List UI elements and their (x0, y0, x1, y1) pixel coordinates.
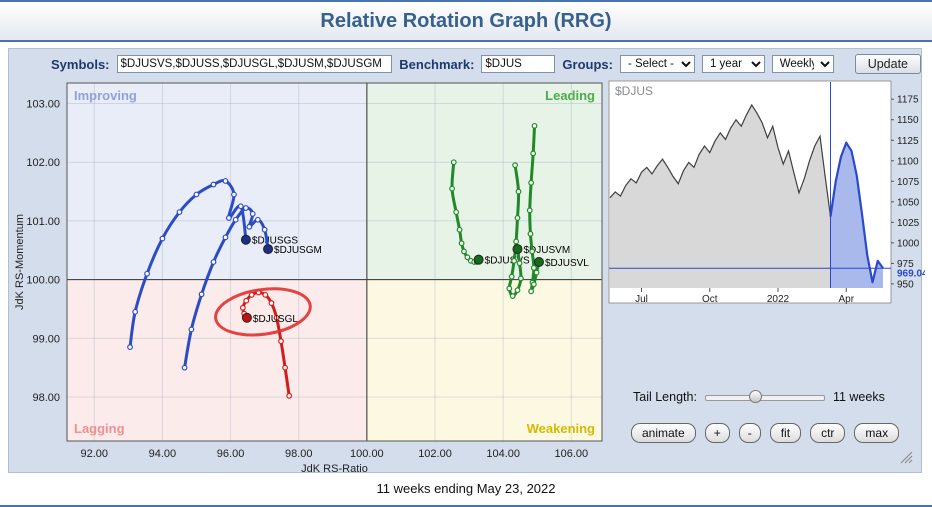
groups-select[interactable]: - Select - (619, 55, 695, 73)
tail-head-dot[interactable] (512, 244, 523, 255)
fit-button[interactable]: fit (769, 423, 802, 443)
y-tick-label: 100.00 (26, 275, 60, 287)
tail-head-dot[interactable] (240, 234, 251, 245)
benchmark-input[interactable] (481, 55, 556, 73)
last-price-label: 969.04 (897, 268, 925, 279)
quadrant-label-improving: Improving (74, 88, 137, 103)
y-tick-label: 102.00 (26, 157, 60, 169)
rrg-app-panel: Symbols: Benchmark: Groups: - Select - 1… (8, 48, 925, 473)
price-y-tick-label: 1175 (897, 95, 919, 106)
slider-thumb[interactable] (748, 390, 762, 403)
y-tick-label: 99.00 (32, 333, 60, 345)
price-area (610, 104, 883, 288)
price-y-tick-label: 1150 (897, 115, 919, 126)
price-y-tick-label: 950 (897, 279, 914, 290)
tail-head-dot[interactable] (473, 254, 484, 265)
y-tick-label: 103.00 (26, 99, 60, 111)
chart-buttons: animate + - fit ctr max (631, 423, 900, 443)
zoom-out-button[interactable]: - (738, 423, 761, 443)
benchmark-label: Benchmark: (399, 56, 475, 72)
rrg-chart: Improving Leading Lagging Weakening 92.00 94.… (14, 82, 603, 473)
tail-length-slider[interactable] (704, 389, 825, 405)
price-y-tick-label: 975 (897, 259, 914, 270)
price-y-tick-label: 1050 (897, 197, 920, 208)
period-select[interactable]: 1 year (701, 55, 765, 73)
tail-length-value: 11 weeks (832, 390, 885, 404)
rrg-tail-$DJUSVS[interactable]: $DJUSVS (449, 159, 530, 267)
symbol-label: $DJUSVS (485, 256, 530, 267)
symbol-label: $DJUSGM (274, 245, 322, 256)
quadrant-lagging (67, 279, 367, 441)
rrg-tail-$DJUSVL[interactable]: $DJUSVL (526, 122, 589, 295)
tail-length-control: Tail Length: 11 weeks (633, 389, 885, 405)
maximize-button[interactable]: max (854, 423, 900, 443)
price-x-tick-label: 2022 (767, 294, 790, 305)
tail-head-dot[interactable] (241, 312, 252, 323)
zoom-in-button[interactable]: + (704, 423, 730, 443)
x-tick-label: 106.00 (555, 448, 589, 460)
y-tick-label: 98.00 (32, 392, 60, 404)
rrg-tail-$DJUSVM[interactable]: $DJUSVM (506, 162, 570, 299)
quadrant-label-leading: Leading (545, 88, 595, 103)
quadrant-weakening (366, 279, 602, 441)
benchmark-symbol-label: $DJUS (615, 84, 653, 98)
x-tick-label: 94.00 (149, 448, 177, 460)
tail-head-dot[interactable] (263, 244, 274, 255)
x-tick-label: 96.00 (217, 448, 245, 460)
rrg-tail-$DJUSGM[interactable]: $DJUSGM (181, 205, 322, 371)
slider-track[interactable] (704, 395, 825, 401)
footer-caption: 11 weeks ending May 23, 2022 (376, 481, 556, 496)
symbol-label: $DJUSGL (253, 314, 298, 325)
resize-grip[interactable] (899, 450, 913, 464)
x-tick-label: 100.00 (350, 448, 384, 460)
rrg-tail-$DJUSGL[interactable]: $DJUSGL (239, 289, 299, 399)
y-tick-label: 101.00 (26, 216, 60, 228)
tail-window-area (830, 142, 883, 288)
benchmark-price-chart: 950 975 1000 1025 1050 1075 1100 1125 1150 1175 96… (608, 80, 925, 305)
quadrant-leading (366, 83, 602, 280)
symbol-label: $DJUSVM (523, 245, 570, 256)
price-y-tick-label: 1125 (897, 136, 919, 147)
update-button[interactable]: Update (854, 54, 921, 74)
price-x-tick-label: Oct (702, 294, 718, 305)
tail-length-label: Tail Length: (633, 390, 697, 404)
symbols-input[interactable] (116, 55, 393, 73)
tail-head-dot[interactable] (533, 257, 544, 267)
price-y-tick-label: 1075 (897, 177, 920, 188)
symbols-label: Symbols: (51, 56, 110, 72)
x-tick-label: 104.00 (486, 448, 520, 460)
header: Relative Rotation Graph (RRG) (0, 2, 932, 42)
x-tick-label: 102.00 (418, 448, 452, 460)
x-tick-label: 98.00 (285, 448, 313, 460)
animate-button[interactable]: animate (631, 423, 696, 443)
y-axis-title: JdK RS-Momentum (14, 214, 26, 310)
x-axis-title: JdK RS-Ratio (301, 463, 368, 473)
center-button[interactable]: ctr (810, 423, 846, 443)
quadrant-label-weakening: Weakening (527, 421, 595, 436)
x-tick-label: 92.00 (80, 448, 108, 460)
rrg-tail-$DJUSGS[interactable]: $DJUSGS (127, 178, 299, 350)
price-x-tick-label: Jul (635, 294, 648, 305)
toolbar: Symbols: Benchmark: Groups: - Select - 1… (9, 53, 921, 75)
highlight-ellipse-annotation (214, 287, 312, 337)
price-y-tick-label: 1025 (897, 218, 920, 229)
symbol-label: $DJUSVL (545, 258, 589, 269)
bottom-divider (0, 505, 932, 507)
price-x-tick-label: Apr (838, 294, 854, 305)
symbol-label: $DJUSGS (252, 236, 298, 247)
price-y-tick-label: 1100 (897, 156, 919, 167)
price-y-tick-label: 1000 (897, 238, 920, 249)
top-divider (0, 0, 932, 2)
quadrant-label-lagging: Lagging (74, 421, 125, 436)
groups-label: Groups: (562, 56, 613, 72)
interval-select[interactable]: Weekly (771, 55, 834, 73)
page-title: Relative Rotation Graph (RRG) (320, 10, 612, 32)
